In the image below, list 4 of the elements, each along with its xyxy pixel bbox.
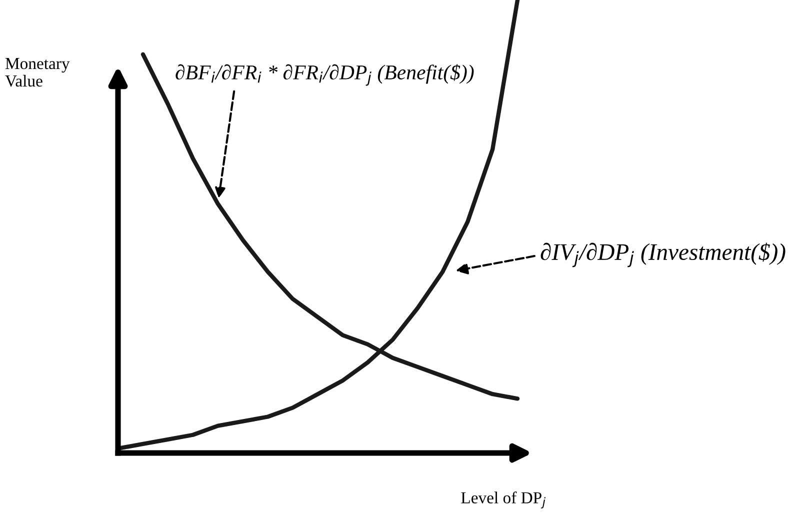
text: ∂BF$_{i}$/∂FR$_{i}$ * ∂FR$_{i}$/∂DP$_{j}$ (Benefit($)): [176, 64, 474, 86]
x-axis-title: Level of DP$_{j}$: [461, 492, 546, 508]
text: ∂IV$_{j}$/∂DP$_{j}$ (Investment($)): [540, 242, 786, 268]
y-axis-title: Monetary Value: [5, 58, 70, 87]
